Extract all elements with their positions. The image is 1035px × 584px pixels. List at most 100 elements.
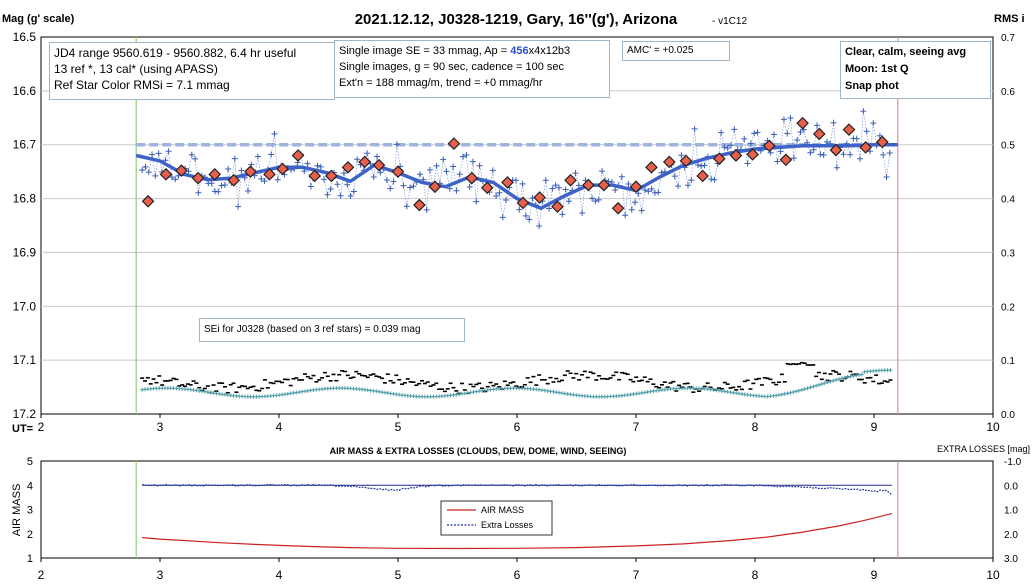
individual-point [410,183,417,190]
individual-point [754,129,761,136]
individual-point [192,155,199,162]
rms-target-point [839,376,844,381]
bottom-y2-tick-label: 3.0 [1004,554,1018,565]
conditions-line1: Clear, calm, seeing avg [845,46,967,58]
amc-box: AMC' = +0.025 [622,41,730,61]
binned-mean-point [564,173,577,187]
individual-point [579,210,586,217]
individual-point [344,181,351,188]
individual-point [820,152,827,159]
individual-point [496,189,503,196]
top-x-tick-label: 2 [38,420,45,434]
binned-mean-point [465,171,479,185]
individual-point [777,148,784,155]
info-range-line3: Ref Star Color RMSi = 7.1 mmag [54,78,230,92]
binned-mean-point [796,116,809,130]
individual-point [469,158,476,165]
individual-point [741,135,748,142]
individual-point [390,178,397,185]
individual-point [698,163,705,170]
top-y2-tick-label: 0.5 [1001,141,1015,152]
rms-target-point [779,392,784,397]
individual-point [254,153,261,160]
individual-point [512,177,519,184]
top-y-tick-label: 17.2 [13,407,37,421]
individual-point [559,211,566,218]
binned-mean-point [141,194,155,208]
rms-target-point [782,391,787,396]
binned-mean-point [372,158,386,172]
individual-point [417,171,424,178]
amc-label: AMC' = +0.025 [627,45,694,56]
individual-point [215,188,222,195]
binned-mean-point [729,149,743,162]
individual-point [377,169,384,176]
individual-point [744,160,751,167]
rms-target-point [819,381,824,386]
individual-point [780,116,787,123]
binned-mean-point [428,180,442,194]
rms-target-point [788,390,793,395]
individual-point [552,182,559,189]
top-x-tick-label: 8 [752,420,759,434]
individual-point [830,119,837,126]
bottom-x-tick-label: 4 [276,568,283,582]
bottom-x-tick-label: 2 [38,568,45,582]
rms-target-point [802,387,807,392]
sei-box: SEi for J0328 (based on 3 ref stars) = 0… [199,318,465,342]
individual-point [711,176,718,183]
individual-point [731,126,738,133]
individual-point [857,155,864,162]
individual-point [784,130,791,137]
individual-point [374,153,381,160]
airmass-line [142,513,893,550]
binned-mean-point [516,196,530,210]
individual-point [767,149,774,156]
individual-point [542,177,549,184]
individual-point [393,141,400,148]
info-images-line1-suffix: x4x12b3 [528,45,571,57]
individual-point [354,156,361,163]
top-y-tick-label: 16.6 [13,84,37,98]
binned-mean-point [875,135,889,149]
binned-mean-point [276,162,289,176]
individual-point [450,163,457,170]
individual-point [794,137,801,144]
top-x-tick-label: 4 [276,420,283,434]
individual-point [274,176,281,183]
info-images-line1: Single image SE = 33 mmag, Ap = 456x4x12… [339,43,605,59]
individual-point [238,167,245,174]
individual-point [790,155,797,162]
binned-mean-point [762,139,776,153]
individual-point [456,171,463,178]
individual-point [407,184,414,191]
individual-point [655,189,662,196]
bottom-chart-marks [142,483,893,550]
individual-point [728,142,735,149]
binned-mean-point [582,178,595,192]
top-y-tick-label: 16.9 [13,245,37,259]
individual-point [493,193,500,200]
rms-target-point [848,374,853,379]
info-images-line1-prefix: Single image SE = 33 mmag, Ap = [339,45,511,57]
individual-point [466,184,473,191]
individual-point [817,151,824,158]
individual-point [641,187,648,194]
binned-mean-point [413,198,426,212]
individual-point [317,163,324,170]
individual-point [622,212,629,219]
individual-point [810,146,817,153]
bottom-y2-tick-label: 1.0 [1004,506,1018,517]
individual-point [632,199,639,206]
binned-mean-point [480,181,494,195]
binned-mean-point [779,153,793,167]
individual-point [423,206,430,213]
individual-point [499,214,506,221]
individual-point [876,132,883,139]
binned-mean-point [679,154,693,168]
rms-target-point [794,389,799,394]
individual-point [721,144,728,151]
top-left-axis-label: Mag (g' scale) [2,13,75,25]
individual-point [426,166,433,173]
bottom-y-tick-label: 4 [27,480,33,492]
